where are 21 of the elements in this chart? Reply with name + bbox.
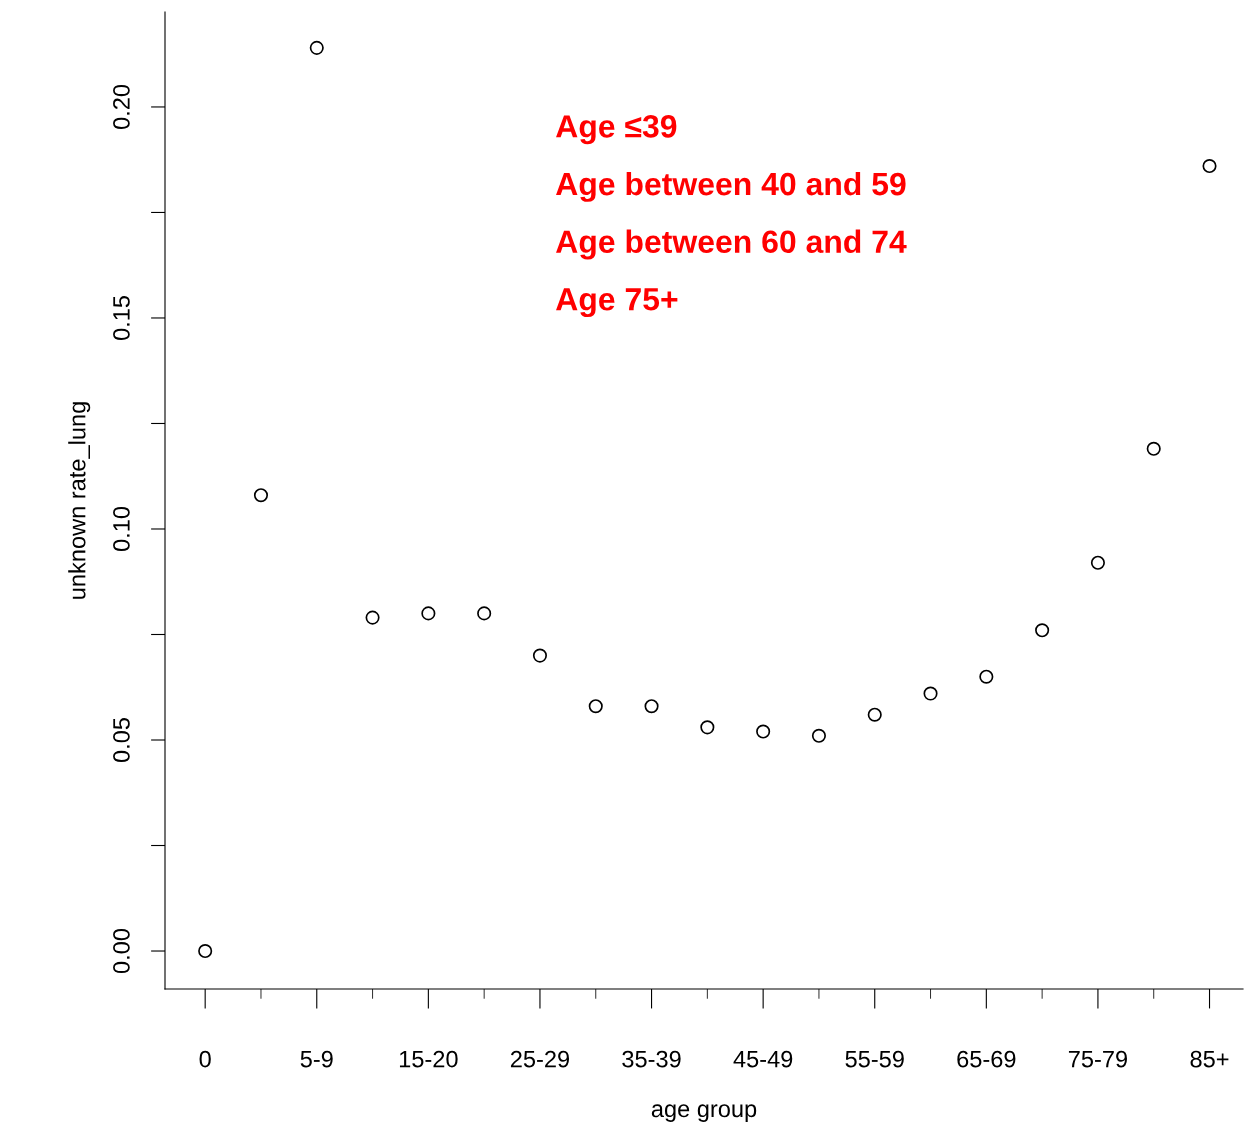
x-tick-label: 25-29	[510, 1050, 570, 1068]
x-tick-label: 75-79	[1068, 1050, 1128, 1068]
y-axis-title: unknown rate_lung	[68, 402, 91, 599]
y-tick-label: 0.10	[113, 506, 130, 552]
x-tick-label: 65-69	[957, 1050, 1016, 1068]
x-tick-label: 55-59	[845, 1050, 904, 1068]
x-axis-title: age group	[651, 1104, 757, 1122]
x-tick-label: 85+	[1190, 1050, 1229, 1068]
x-tick-label: 35-39	[622, 1050, 681, 1068]
annotation: Age between 40 and 59	[556, 171, 906, 202]
annotation: Age 75+	[556, 288, 678, 318]
y-tick-label: 0.00	[113, 928, 130, 974]
x-tick-label: 15-20	[399, 1050, 458, 1068]
y-tick-label: 0.20	[113, 84, 130, 130]
x-tick-label: 5-9	[300, 1050, 333, 1068]
annotation: Age ≤39	[556, 115, 677, 145]
x-tick-label: 45-49	[733, 1050, 793, 1068]
annotation: Age between 60 and 74	[556, 229, 907, 260]
x-tick-label: 0	[199, 1050, 211, 1068]
y-tick-label: 0.05	[113, 718, 130, 763]
y-tick-label: 0.15	[113, 295, 130, 341]
